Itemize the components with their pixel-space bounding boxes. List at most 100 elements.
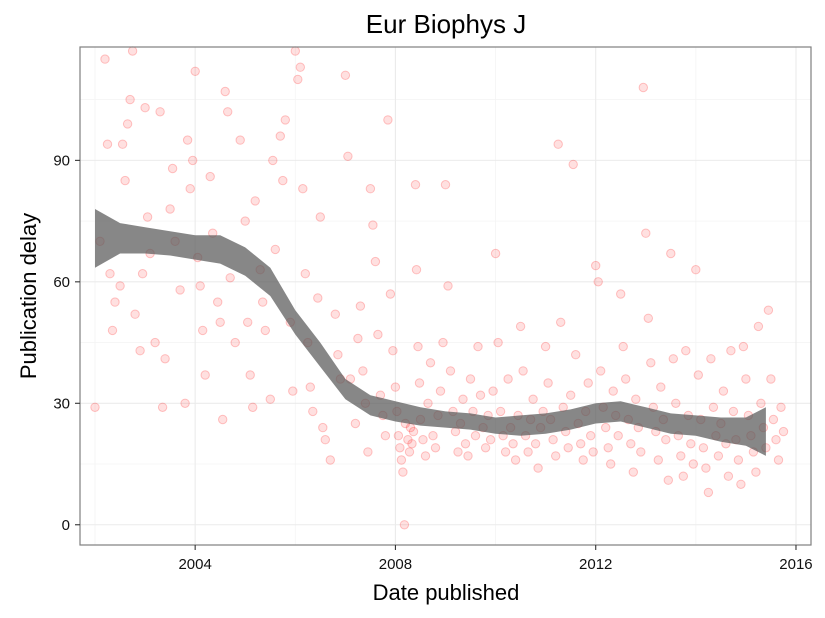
data-point [445,366,456,376]
data-point [235,135,245,145]
data-point [105,269,115,279]
data-point [414,378,425,388]
data-point [438,337,448,348]
data-point [681,346,691,356]
x-axis-title: Date published [373,580,520,605]
data-point [613,431,623,441]
data-point [215,317,225,327]
data-point [420,451,431,461]
data-point [260,325,270,336]
data-point [488,386,498,396]
data-point [358,366,368,376]
data-point [551,451,561,461]
data-point [578,455,588,465]
data-point [643,313,653,323]
data-point [480,443,491,453]
data-point [245,370,255,380]
data-point [110,297,120,307]
y-tick-label: 90 [53,152,70,169]
data-point [418,435,428,445]
data-point [167,163,178,174]
data-point [122,119,133,129]
data-point [423,398,433,408]
data-point [723,471,734,481]
data-point [753,321,764,332]
data-point [250,196,260,206]
data-point [305,382,315,392]
data-point [763,305,774,315]
data-point [365,184,376,194]
data-point [300,269,310,279]
data-point [428,431,438,441]
data-point [773,455,784,465]
data-point [453,447,463,457]
data-point [458,394,468,404]
data-point [540,341,551,352]
data-point [383,115,393,125]
data-point [117,139,128,149]
chart-title: Eur Biophys J [366,9,526,39]
data-point [243,317,253,327]
data-point [508,439,518,449]
data-point [430,443,441,453]
data-point [666,248,676,259]
data-point [518,366,528,376]
data-point [475,390,486,400]
data-point [408,426,419,437]
data-point [135,346,145,356]
data-point [718,386,729,396]
panel-border [79,46,812,546]
data-point [218,414,228,425]
data-point [275,131,285,141]
x-tick-label: 2008 [379,556,412,573]
data-point [90,402,100,412]
data-point [736,479,746,489]
data-point [120,175,130,186]
data-point [248,402,258,412]
data-point [596,366,606,376]
data-point [768,414,779,425]
data-point [676,451,686,461]
data-point [463,451,473,461]
data-point [288,386,298,396]
data-point [543,378,553,388]
data-point [616,289,626,299]
confidence-band [95,209,766,456]
data-point [440,180,451,190]
data-point [500,447,511,457]
data-point [628,467,638,477]
data-point [698,443,709,453]
data-point [503,374,513,384]
data-point [368,220,378,230]
data-point [320,435,330,445]
data-point [142,212,153,222]
data-point [295,62,305,72]
data-point [313,293,323,303]
data-point [751,467,761,477]
data-point [318,422,328,433]
data-point [205,171,215,182]
data-point [523,447,533,457]
data-point [663,475,673,485]
smooth-band [95,209,766,456]
data-point [425,358,436,368]
y-tick-label: 0 [62,517,70,534]
data-point [385,289,396,299]
data-point [315,212,325,222]
data-point [290,46,300,56]
data-point [703,487,714,498]
data-point [638,82,648,93]
data-point [586,431,596,441]
data-point [293,74,303,85]
data-point [566,390,576,400]
data-point [125,94,135,105]
data-point [268,155,278,166]
data-point [185,184,195,194]
data-point [533,463,543,473]
data-point [413,341,423,352]
data-point [380,431,391,441]
data-point [373,329,383,340]
data-point [325,455,335,465]
